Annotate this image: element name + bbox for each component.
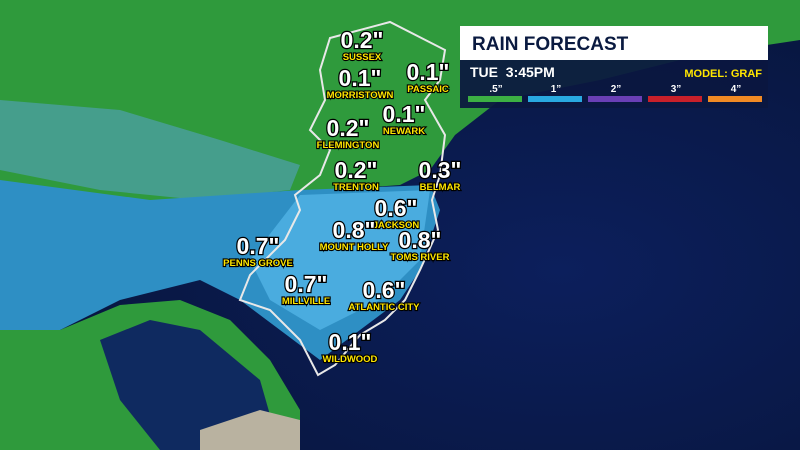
city-name: PASSAIC (407, 84, 449, 95)
labels: 0.2"SUSSEX0.1"MORRISTOWN0.1"PASSAIC0.1"N… (222, 26, 463, 366)
state-outline (238, 20, 447, 377)
city-name: JACKSON (373, 220, 420, 231)
model: MODEL: GRAF (684, 68, 762, 80)
city-name: MILLVILLE (282, 296, 330, 307)
rain-amount: 0.2" (327, 115, 370, 141)
title-box (460, 26, 768, 60)
rain-amount: 0.6" (375, 195, 418, 221)
legend-swatch (528, 96, 582, 102)
rain-amount: 0.3" (419, 157, 462, 183)
legend-label: 4” (731, 84, 742, 95)
legend-swatch (588, 96, 642, 102)
city-name: FLEMINGTON (317, 140, 380, 151)
time: TUE 3:45PM (470, 64, 555, 80)
bay (100, 320, 280, 450)
legend-label: 1” (551, 84, 562, 95)
rain-amount: 0.2" (335, 157, 378, 183)
rain-amount: 0.1" (329, 329, 372, 355)
rain-light (0, 100, 300, 200)
rain-amount: 0.2" (341, 27, 384, 53)
rain-blue-core (250, 190, 430, 330)
city-name: BELMAR (420, 182, 461, 193)
land-dry (200, 410, 300, 450)
legend-swatch (708, 96, 762, 102)
legend-swatch (648, 96, 702, 102)
legend-label: 2” (611, 84, 622, 95)
city-name: PENNS GROVE (223, 258, 293, 269)
rain-amount: 0.7" (285, 271, 328, 297)
title: RAIN FORECAST (472, 34, 629, 55)
city-name: MOUNT HOLLY (320, 242, 389, 253)
city-name: SUSSEX (343, 52, 382, 63)
rain-amount: 0.1" (383, 101, 426, 127)
legend: .5” 1” 2” 3” 4” (468, 84, 762, 102)
rain-amount: 0.6" (363, 277, 406, 303)
legend-label: .5” (489, 84, 502, 95)
rain-amount: 0.1" (407, 59, 450, 85)
rain-amount: 0.1" (339, 65, 382, 91)
legend-swatch (468, 96, 522, 102)
city-name: TRENTON (333, 182, 379, 193)
city-name: NEWARK (383, 126, 425, 137)
city-name: ATLANTIC CITY (348, 302, 420, 313)
rain-amount: 0.8" (333, 217, 376, 243)
city-name: MORRISTOWN (327, 90, 394, 101)
rain-amount: 0.7" (237, 233, 280, 259)
rain-amount: 0.8" (399, 227, 442, 253)
city-name: TOMS RIVER (391, 252, 450, 263)
legend-label: 3” (671, 84, 682, 95)
city-name: WILDWOOD (323, 354, 378, 365)
